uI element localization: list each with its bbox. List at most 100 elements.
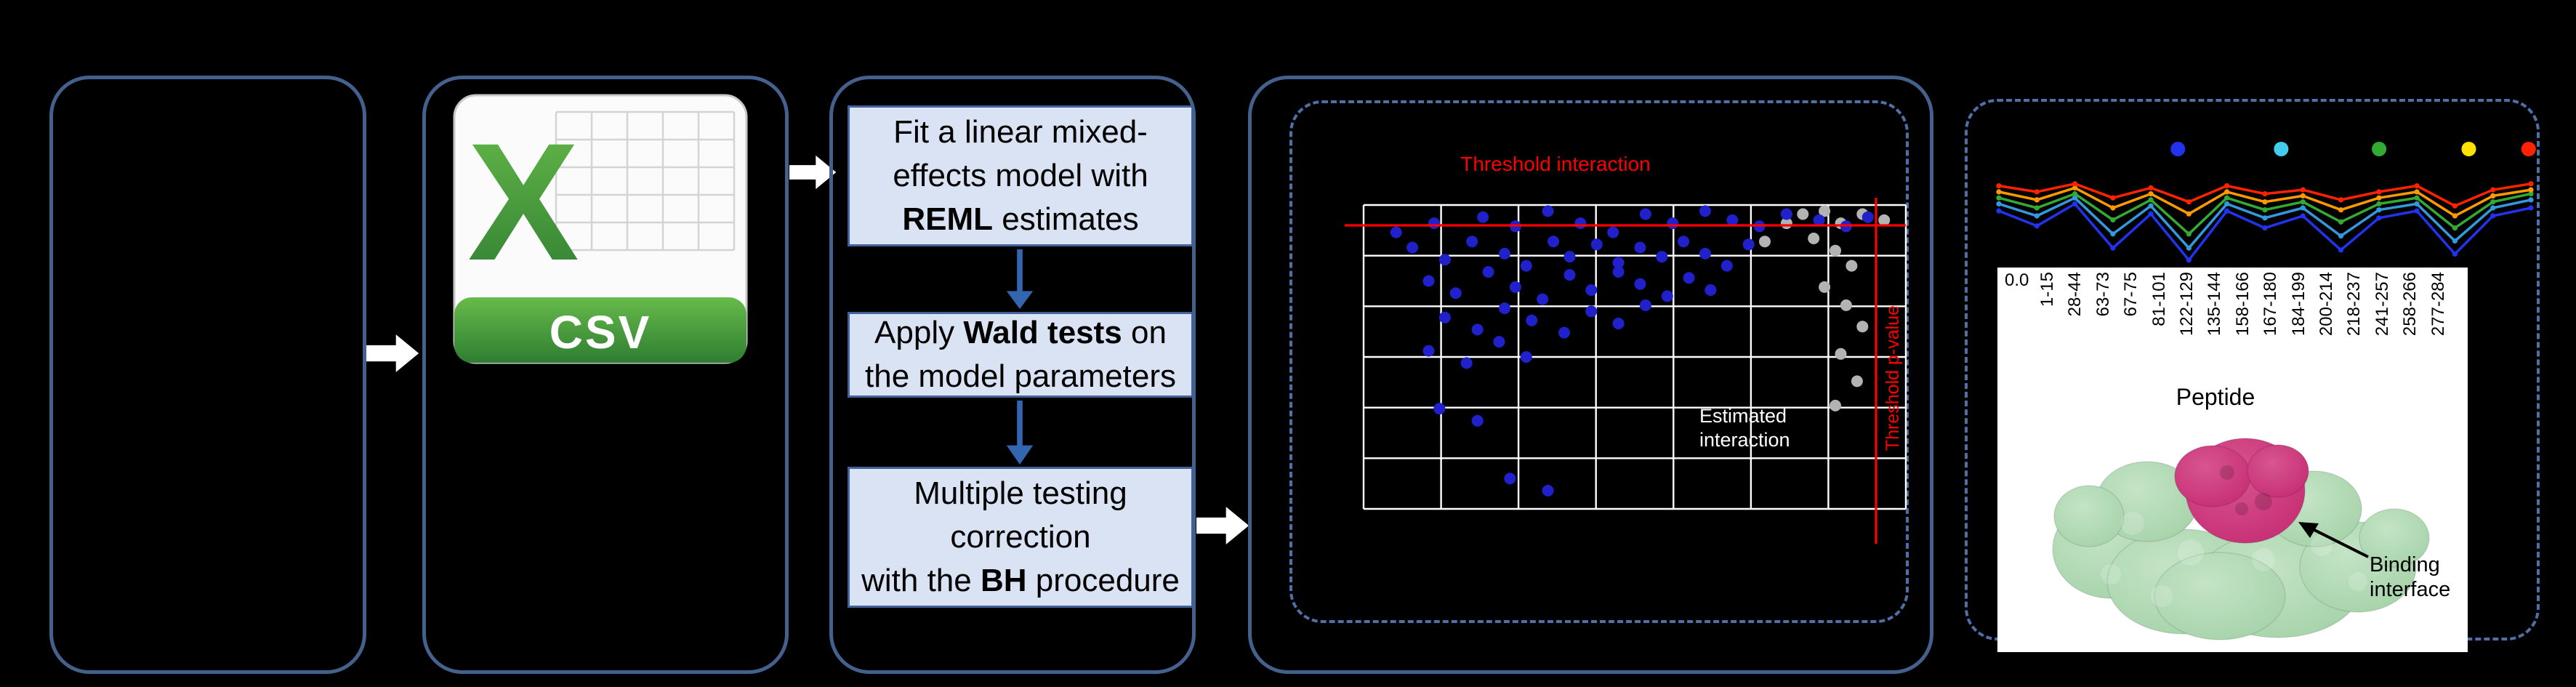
protein-surface-highlights (2101, 512, 2367, 607)
scatter-point-blue (1563, 269, 1576, 281)
uptake-point (2376, 207, 2382, 213)
scatter-point-blue (1607, 226, 1619, 238)
scatter-point-blue (1639, 208, 1651, 220)
scatter-point-gray (1830, 244, 1841, 257)
panel-results (1248, 76, 1933, 674)
uptake-point (2224, 201, 2230, 206)
csv-file-icon: X CSV (453, 94, 748, 364)
protein-structure-image (2052, 438, 2430, 640)
scatter-point-blue (1558, 326, 1570, 339)
scatter-point-gray (1840, 299, 1852, 311)
uptake-point (2072, 181, 2078, 187)
csv-banner (454, 297, 746, 363)
uptake-point (2490, 199, 2496, 205)
uptake-point (2034, 197, 2040, 203)
scatter-point-blue (1499, 302, 1510, 315)
uptake-point (2300, 199, 2306, 205)
peptide-axis-label: 200-214 (2317, 272, 2336, 337)
uptake-point (2262, 215, 2268, 221)
scatter-point-blue (1526, 314, 1538, 326)
scatter-point-blue (1667, 217, 1679, 230)
threshold-pvalue-label: Threshold p-value (1883, 305, 1903, 451)
uptake-point (2490, 187, 2496, 193)
flow-arrow-shape (1196, 507, 1249, 545)
flow-arrow-down-icon (1006, 249, 1034, 309)
scatter-point-blue (1699, 247, 1711, 260)
peptide-axis-title: Peptide (2175, 384, 2255, 410)
uptake-point (2110, 195, 2116, 201)
scatter-point-blue (1720, 260, 1733, 272)
panel-statistics (829, 76, 1196, 674)
uptake-point (1996, 195, 2002, 201)
flow-arrow-shape (366, 334, 419, 372)
uptake-point (2110, 205, 2116, 211)
binding-interface-arrowhead (2298, 522, 2319, 538)
peptide-axis-label: 28-44 (2065, 272, 2085, 317)
peptide-axis-label: 1-15 (2037, 272, 2057, 308)
csv-banner-label: CSV (550, 306, 652, 358)
uptake-point (2072, 191, 2078, 197)
uptake-point (2376, 201, 2382, 206)
protein-binding-region-magenta (2174, 438, 2309, 544)
uptake-point (2414, 208, 2420, 214)
peptide-axis-label: 67-75 (2121, 272, 2141, 317)
y-axis-zero-label: 0.0 (2005, 270, 2029, 290)
peptide-axis-label: 184-199 (2288, 272, 2309, 337)
scatter-point-blue (1438, 311, 1451, 324)
scatter-point-blue (1509, 281, 1521, 293)
scatter-point-blue (1656, 251, 1668, 263)
uptake-point (2110, 217, 2116, 223)
panel-input (49, 76, 366, 674)
legend-dot (2461, 142, 2476, 156)
uptake-point (2452, 251, 2458, 257)
scatter-point-gray (1878, 214, 1891, 226)
uptake-point (2452, 213, 2458, 219)
scatter-point-blue (1612, 266, 1625, 278)
scatter-point-blue (1678, 236, 1690, 248)
uptake-point (1996, 189, 2002, 195)
uptake-point (2300, 187, 2306, 193)
scatter-point-blue (1683, 272, 1695, 284)
scatter-point-gray (1819, 281, 1831, 293)
uptake-point (2452, 238, 2458, 244)
uptake-point (2186, 211, 2191, 217)
uptake-point (2224, 195, 2230, 201)
scatter-point-blue (1585, 305, 1598, 318)
uptake-point (2528, 191, 2534, 197)
scatter-point-blue (1520, 351, 1532, 363)
uptake-point (2148, 191, 2154, 197)
uptake-point (2490, 213, 2496, 219)
step-box-reml-text: Fit a linear mixed- effects model with R… (893, 114, 1148, 237)
scatter-point-blue (1482, 266, 1494, 278)
scatter-point-blue (1639, 299, 1651, 311)
scatter-plot (1345, 198, 1907, 544)
scatter-point-blue (1466, 236, 1478, 248)
peptide-axis-label: 258-266 (2400, 272, 2420, 337)
scatter-point-blue (1499, 247, 1510, 260)
scatter-point-blue (1574, 217, 1587, 230)
scatter-point-blue (1428, 217, 1440, 230)
peptide-axis-labels: 1-15 28-44 63-73 67-75 81-101 122-129 135-144 1… (1997, 272, 2468, 381)
uptake-point (2414, 189, 2420, 195)
scatter-point-blue (1634, 241, 1646, 254)
uptake-point (2072, 185, 2078, 190)
threshold-interaction-label: Threshold interaction (1460, 153, 1651, 175)
scatter-point-blue (1471, 414, 1484, 427)
step-box-wald-text: Apply Wald tests on the model parameters (865, 315, 1176, 394)
uptake-point (2110, 231, 2116, 237)
scatter-point-gray (1808, 233, 1820, 244)
scatter-point-blue (1493, 336, 1505, 348)
flow-arrow-down-icon (1006, 401, 1034, 465)
scatter-point-blue (1460, 357, 1473, 369)
scatter-point-blue (1537, 293, 1549, 305)
scatter-point-blue (1449, 287, 1462, 300)
uptake-line-chart (1996, 142, 2536, 263)
binding-interface-label: Binding interface (2370, 553, 2451, 601)
flow-arrow-right-icon (1196, 507, 1249, 545)
scatter-point-gray (1851, 375, 1863, 387)
panel-csv (422, 76, 789, 674)
scatter-point-blue (1422, 275, 1435, 287)
uptake-point (2034, 205, 2040, 211)
scatter-point-blue (1780, 208, 1792, 220)
uptake-axis-and-protein-area: 0.0 1-15 28-44 63-73 67-75 81-101 122-129 135-… (1997, 268, 2468, 652)
